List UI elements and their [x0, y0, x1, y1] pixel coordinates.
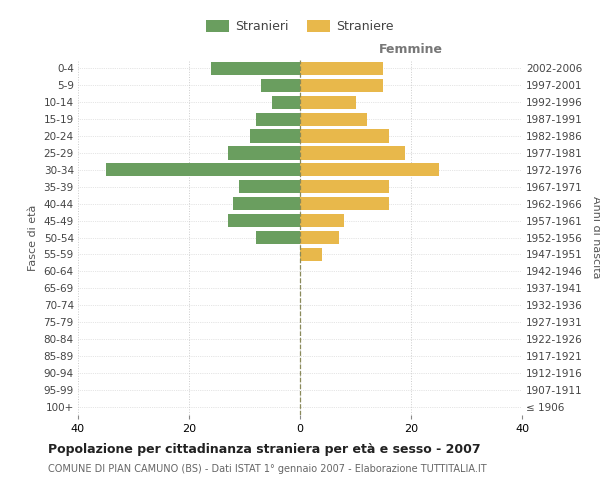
Text: Femmine: Femmine — [379, 44, 443, 57]
Y-axis label: Fasce di età: Fasce di età — [28, 204, 38, 270]
Legend: Stranieri, Straniere: Stranieri, Straniere — [203, 16, 397, 37]
Bar — [300, 248, 322, 261]
Bar — [300, 214, 344, 227]
Bar — [300, 79, 383, 92]
Bar — [228, 146, 300, 160]
Bar — [256, 231, 300, 244]
Bar — [300, 197, 389, 210]
Bar — [300, 231, 339, 244]
Bar — [211, 62, 300, 75]
Bar — [300, 96, 355, 109]
Bar — [300, 180, 389, 194]
Bar — [300, 164, 439, 176]
Bar — [106, 164, 300, 176]
Bar — [256, 112, 300, 126]
Text: Popolazione per cittadinanza straniera per età e sesso - 2007: Popolazione per cittadinanza straniera p… — [48, 442, 481, 456]
Bar — [250, 130, 300, 142]
Bar — [272, 96, 300, 109]
Bar — [233, 197, 300, 210]
Bar — [228, 214, 300, 227]
Bar — [261, 79, 300, 92]
Bar — [300, 146, 406, 160]
Bar — [300, 130, 389, 142]
Bar — [300, 112, 367, 126]
Y-axis label: Anni di nascita: Anni di nascita — [591, 196, 600, 279]
Bar — [300, 62, 383, 75]
Bar — [239, 180, 300, 194]
Text: COMUNE DI PIAN CAMUNO (BS) - Dati ISTAT 1° gennaio 2007 - Elaborazione TUTTITALI: COMUNE DI PIAN CAMUNO (BS) - Dati ISTAT … — [48, 464, 487, 474]
